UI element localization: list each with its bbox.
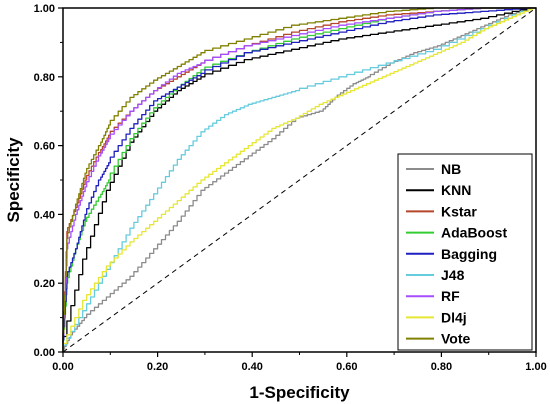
ticks-layer: 0.00 0.20 0.40 0.60 0.80 1.00 0.00 0.20 0.40 0.60…	[34, 3, 547, 373]
series-line-rf	[62, 7, 536, 352]
series-line-knn	[62, 7, 536, 352]
legend: NB KNN Kstar AdaBoost Bagging J48 RF Dl4j Vote	[397, 153, 533, 351]
legend-label-kstar: Kstar	[441, 203, 477, 219]
legend-label-rf: RF	[441, 288, 460, 304]
x-tick-label: 0.00	[52, 361, 73, 373]
legend-label-adaboost: AdaBoost	[441, 225, 507, 241]
x-tick-label: 0.20	[147, 361, 168, 373]
x-tick-label: 0.60	[336, 361, 357, 373]
legend-label-bagging: Bagging	[441, 246, 497, 262]
legend-label-vote: Vote	[441, 331, 471, 347]
y-tick-label: 0.80	[34, 72, 55, 84]
legend-label-j48: J48	[441, 267, 465, 283]
x-tick-label: 1.00	[525, 361, 546, 373]
y-tick-label: 0.00	[34, 347, 55, 359]
x-tick-label: 0.80	[431, 361, 452, 373]
series-line-j48	[62, 7, 536, 352]
series-line-dl4j	[62, 7, 536, 352]
diagonal-reference-line	[62, 7, 537, 353]
y-tick-label: 0.40	[34, 209, 55, 221]
series-line-bagging	[62, 7, 536, 352]
diagonal-reference-layer	[62, 7, 537, 353]
x-axis-title: 1-Specificity	[249, 383, 350, 402]
legend-label-nb: NB	[441, 161, 461, 177]
legend-label-dl4j: Dl4j	[441, 309, 467, 325]
y-tick-label: 1.00	[34, 3, 55, 15]
series-layer	[62, 7, 536, 352]
series-line-vote	[62, 7, 536, 352]
y-axis-title: Specificity	[4, 137, 23, 223]
legend-label-knn: KNN	[441, 182, 471, 198]
y-tick-label: 0.20	[34, 278, 55, 290]
x-tick-label: 0.40	[241, 361, 262, 373]
y-tick-label: 0.60	[34, 141, 55, 153]
